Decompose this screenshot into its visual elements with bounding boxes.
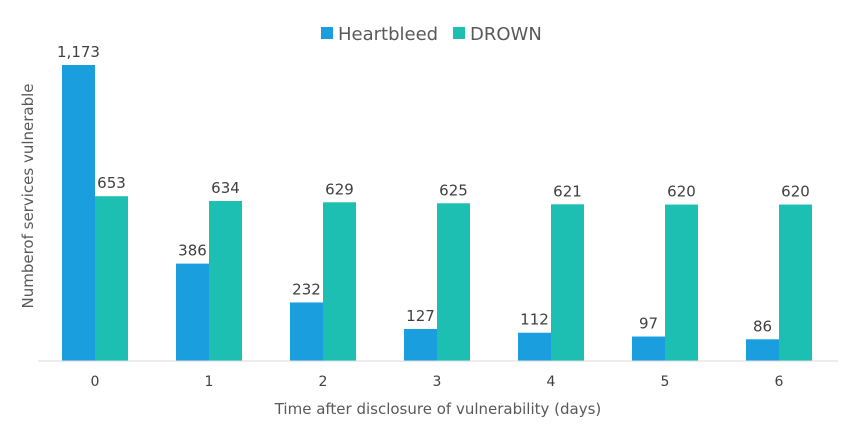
bar-heartbleed-day-1 — [176, 263, 209, 361]
bars-group — [62, 65, 812, 361]
value-label-drown-day-3: 625 — [439, 181, 468, 199]
x-tick-labels: 0 1 2 3 4 5 6 — [91, 374, 784, 390]
bar-drown-day-2 — [323, 202, 356, 361]
y-axis-title: Numberof services vulnerable — [19, 83, 37, 308]
value-label-heartbleed-day-3: 127 — [406, 307, 435, 325]
bar-drown-day-5 — [665, 204, 698, 361]
value-label-heartbleed-day-1: 386 — [178, 242, 207, 260]
value-label-heartbleed-day-4: 112 — [520, 311, 549, 329]
x-tick-label-1: 1 — [205, 374, 214, 390]
legend: Heartbleed DROWN — [321, 24, 542, 45]
x-axis-title: Time after disclosure of vulnerability (… — [274, 400, 602, 418]
value-label-drown-day-6: 620 — [781, 183, 810, 201]
x-tick-label-4: 4 — [547, 374, 556, 390]
bar-drown-day-1 — [209, 201, 242, 361]
legend-swatch-drown — [453, 27, 465, 39]
value-label-heartbleed-day-5: 97 — [639, 315, 658, 333]
value-label-drown-day-4: 621 — [553, 182, 582, 200]
value-label-drown-day-1: 634 — [211, 179, 240, 197]
bar-heartbleed-day-5 — [632, 336, 665, 361]
bar-heartbleed-day-2 — [290, 302, 323, 361]
bar-heartbleed-day-3 — [404, 328, 437, 361]
bar-drown-day-0 — [95, 196, 128, 361]
value-label-drown-day-0: 653 — [97, 174, 126, 192]
x-tick-label-5: 5 — [661, 374, 670, 390]
bar-heartbleed-day-0 — [62, 65, 95, 361]
x-tick-label-0: 0 — [91, 374, 100, 390]
x-tick-label-2: 2 — [319, 374, 328, 390]
bar-drown-day-4 — [551, 204, 584, 361]
value-label-drown-day-2: 629 — [325, 180, 354, 198]
legend-label-heartbleed: Heartbleed — [338, 24, 438, 45]
bar-heartbleed-day-6 — [746, 339, 779, 361]
value-label-heartbleed-day-6: 86 — [753, 317, 772, 335]
legend-swatch-heartbleed — [321, 27, 333, 39]
value-label-heartbleed-day-0: 1,173 — [57, 43, 100, 61]
bar-drown-day-3 — [437, 203, 470, 361]
x-tick-label-6: 6 — [775, 374, 784, 390]
value-label-drown-day-5: 620 — [667, 183, 696, 201]
value-labels-group: 1,173 653 386 634 232 629 127 625 112 621 97 620 86 6… — [57, 43, 810, 335]
bar-heartbleed-day-4 — [518, 332, 551, 361]
x-tick-label-3: 3 — [433, 374, 442, 390]
bar-drown-day-6 — [779, 204, 812, 361]
value-label-heartbleed-day-2: 232 — [292, 280, 321, 298]
legend-label-drown: DROWN — [470, 24, 542, 45]
